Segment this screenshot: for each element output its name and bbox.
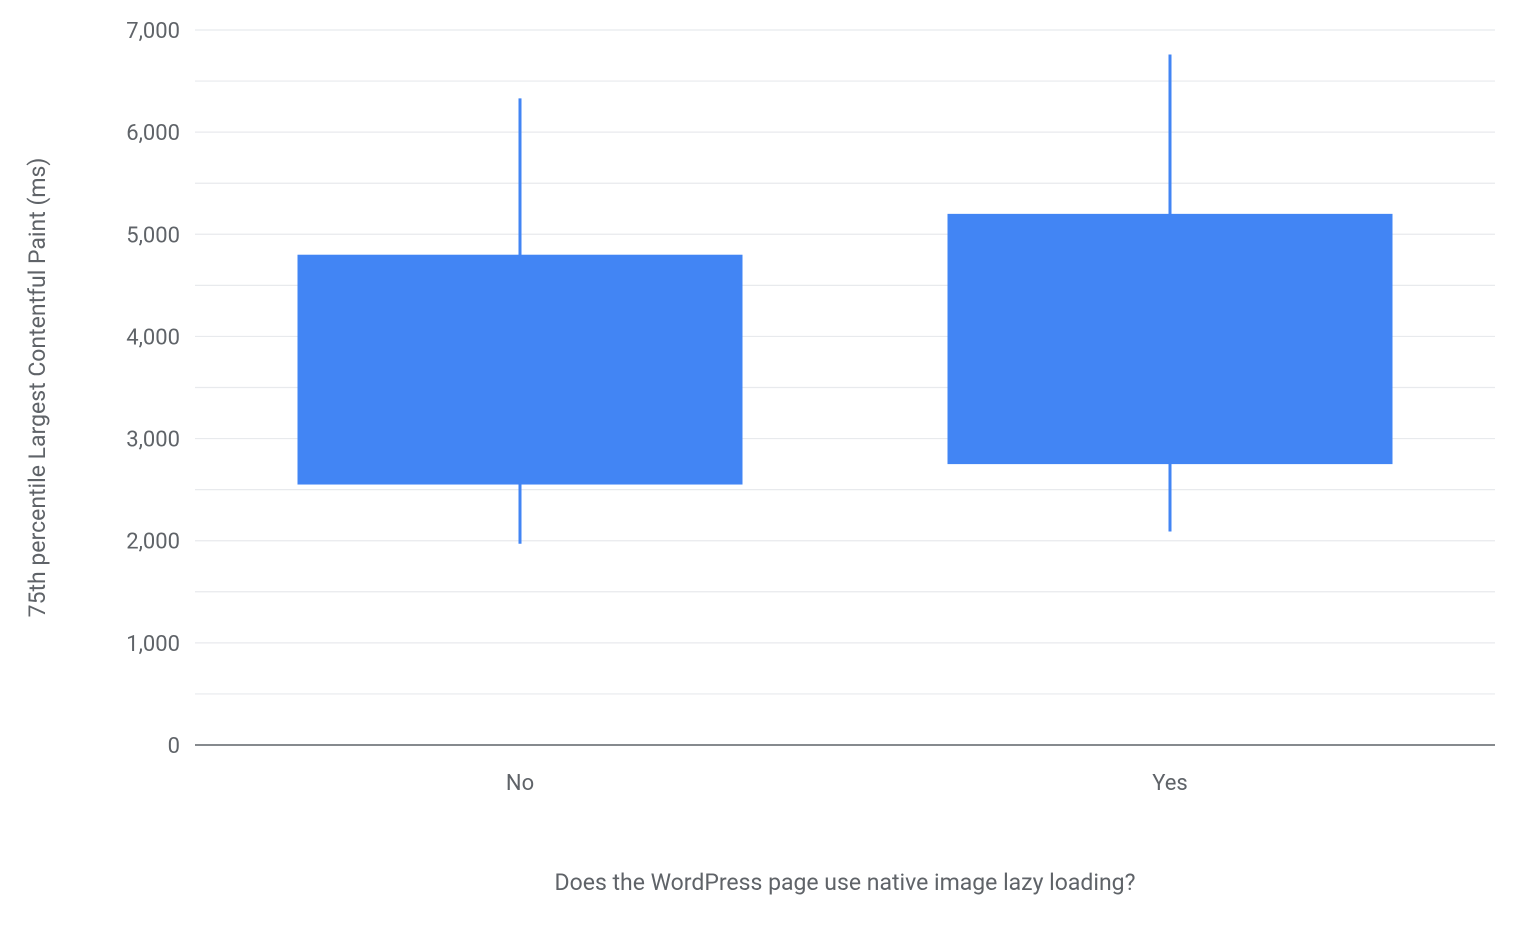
y-axis-label: 75th percentile Largest Contentful Paint… [24, 158, 51, 618]
x-tick-label: No [506, 771, 534, 796]
y-tick-label: 3,000 [126, 428, 180, 453]
y-tick-label: 7,000 [126, 19, 180, 44]
chart-bg [0, 0, 1540, 940]
y-tick-label: 4,000 [126, 325, 180, 350]
y-tick-label: 1,000 [126, 632, 180, 657]
chart-svg: 0 1,000 2,000 3,000 4,000 5,000 6,000 7,000 75th… [0, 0, 1540, 940]
x-axis-label: Does the WordPress page use native image… [555, 869, 1136, 896]
box [298, 255, 743, 485]
box [948, 214, 1393, 464]
boxplot-chart: 0 1,000 2,000 3,000 4,000 5,000 6,000 7,000 75th… [0, 0, 1540, 940]
y-tick-label: 0 [168, 734, 180, 759]
y-tick-label: 6,000 [126, 121, 180, 146]
x-tick-label: Yes [1152, 771, 1188, 796]
y-tick-label: 5,000 [126, 223, 180, 248]
y-tick-label: 2,000 [126, 530, 180, 555]
